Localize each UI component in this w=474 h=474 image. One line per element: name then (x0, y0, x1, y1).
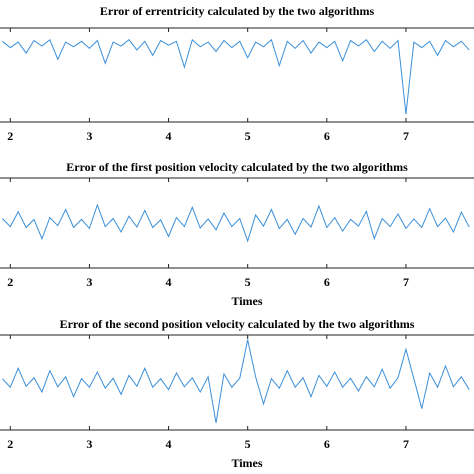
x-axis-label: Times (231, 294, 262, 308)
x-tick-label: 6 (324, 275, 330, 289)
chart-title: Error of the first position velocity cal… (66, 160, 408, 174)
x-axis-label: Times (231, 456, 262, 470)
x-tick-label: 5 (245, 129, 251, 143)
data-line (2, 339, 470, 423)
x-tick-label: 3 (86, 275, 92, 289)
x-tick-label: 5 (245, 275, 251, 289)
chart-title: Error of the second position velocity ca… (60, 317, 415, 331)
x-tick-label: 5 (245, 437, 251, 451)
x-tick-label: 2 (7, 129, 13, 143)
x-tick-label: 2 (7, 275, 13, 289)
x-tick-label: 6 (324, 437, 330, 451)
data-line (2, 38, 470, 115)
data-line (2, 203, 470, 243)
x-tick-label: 3 (86, 437, 92, 451)
x-tick-label: 7 (403, 275, 409, 289)
x-tick-label: 4 (166, 437, 172, 451)
x-tick-label: 4 (166, 129, 172, 143)
x-tick-label: 6 (324, 129, 330, 143)
chart-title: Error of errentricity calculated by the … (100, 4, 375, 18)
x-tick-label: 3 (86, 129, 92, 143)
x-tick-label: 2 (7, 437, 13, 451)
x-tick-label: 7 (403, 129, 409, 143)
x-tick-label: 7 (403, 437, 409, 451)
x-tick-label: 4 (166, 275, 172, 289)
